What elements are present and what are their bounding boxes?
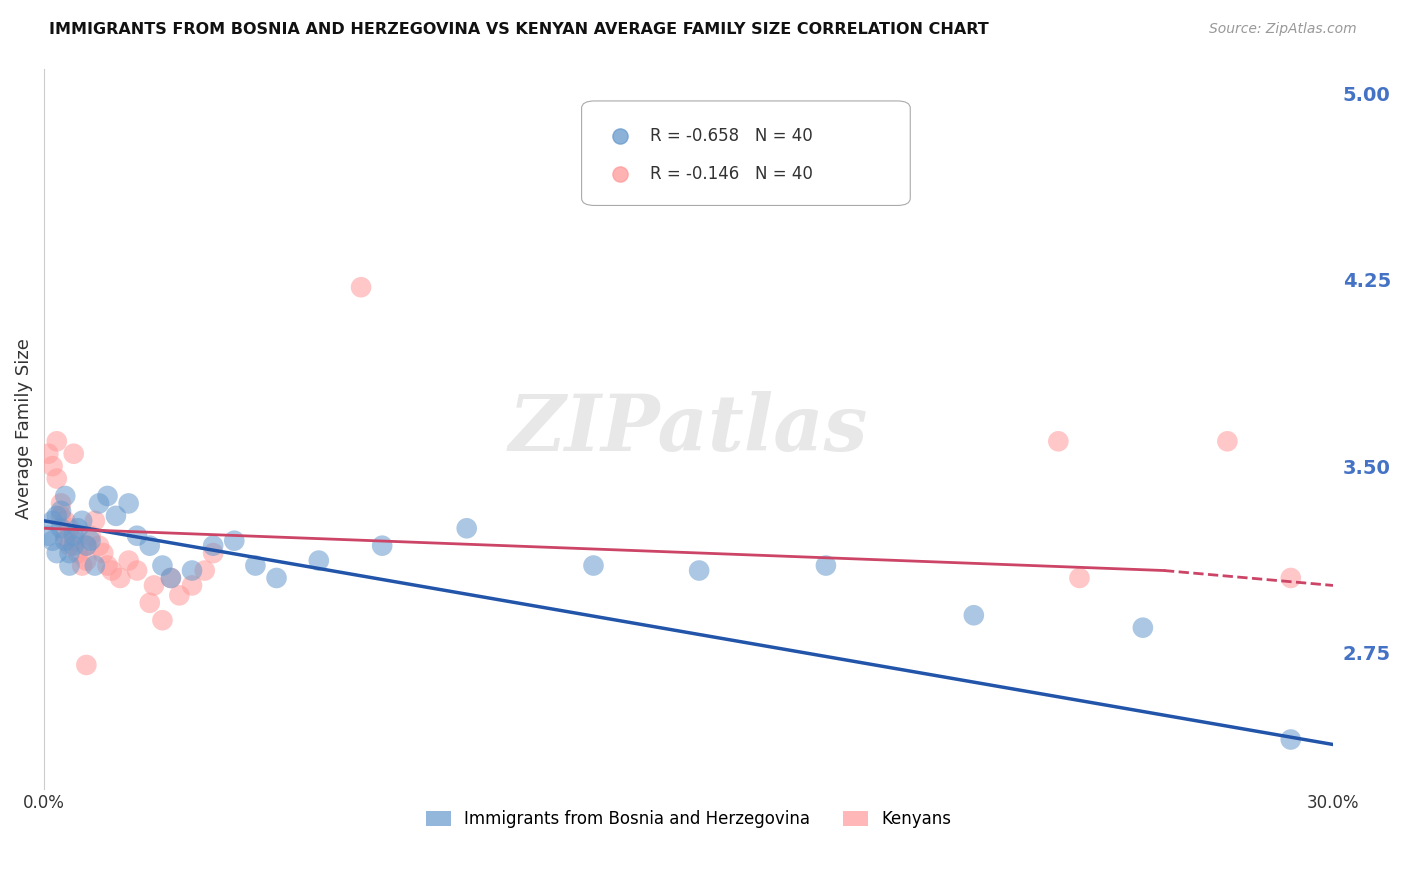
Point: [224, 533, 246, 548]
Point: [169, 588, 191, 602]
Point: [181, 564, 204, 578]
Point: [45, 546, 67, 560]
Point: [75, 657, 97, 672]
Point: [49, 521, 72, 535]
Point: [1132, 621, 1154, 635]
Point: [1216, 434, 1239, 449]
Point: [456, 521, 478, 535]
Point: [96, 558, 118, 573]
Text: ZIPatlas: ZIPatlas: [509, 391, 869, 467]
Text: IMMIGRANTS FROM BOSNIA AND HERZEGOVINA VS KENYAN AVERAGE FAMILY SIZE CORRELATION: IMMIGRANTS FROM BOSNIA AND HERZEGOVINA V…: [49, 22, 988, 37]
Text: R = -0.146   N = 40: R = -0.146 N = 40: [650, 165, 813, 184]
Point: [160, 571, 183, 585]
Point: [58, 558, 80, 573]
Point: [58, 521, 80, 535]
Point: [37, 529, 59, 543]
Point: [53, 514, 76, 528]
Point: [202, 539, 225, 553]
Point: [308, 553, 330, 567]
Point: [266, 571, 288, 585]
Point: [45, 508, 67, 523]
Point: [108, 571, 131, 585]
Point: [371, 539, 394, 553]
Point: [66, 546, 89, 560]
Point: [83, 514, 105, 528]
Y-axis label: Average Family Size: Average Family Size: [15, 338, 32, 519]
Point: [79, 533, 101, 548]
Point: [152, 558, 174, 573]
Point: [160, 571, 183, 585]
Point: [37, 447, 59, 461]
Point: [70, 558, 93, 573]
Point: [139, 596, 162, 610]
Point: [45, 472, 67, 486]
FancyBboxPatch shape: [582, 101, 910, 205]
Text: Source: ZipAtlas.com: Source: ZipAtlas.com: [1209, 22, 1357, 37]
Point: [41, 533, 63, 548]
Point: [66, 521, 89, 535]
Point: [1047, 434, 1070, 449]
Legend: Immigrants from Bosnia and Herzegovina, Kenyans: Immigrants from Bosnia and Herzegovina, …: [419, 804, 959, 835]
Point: [96, 489, 118, 503]
Point: [100, 564, 122, 578]
Point: [1069, 571, 1091, 585]
Point: [53, 489, 76, 503]
Point: [41, 514, 63, 528]
Point: [53, 533, 76, 548]
Point: [53, 529, 76, 543]
Point: [1279, 571, 1302, 585]
Point: [91, 546, 114, 560]
Text: R = -0.658   N = 40: R = -0.658 N = 40: [650, 127, 813, 145]
Point: [814, 558, 837, 573]
Point: [1301, 831, 1323, 846]
Point: [963, 608, 986, 623]
Point: [125, 564, 148, 578]
Point: [117, 496, 139, 510]
Point: [62, 533, 84, 548]
Point: [688, 564, 710, 578]
Point: [104, 508, 127, 523]
Point: [202, 546, 225, 560]
Point: [41, 459, 63, 474]
Point: [58, 539, 80, 553]
Point: [79, 529, 101, 543]
Point: [49, 508, 72, 523]
Point: [75, 539, 97, 553]
Point: [143, 578, 166, 592]
Point: [194, 564, 217, 578]
Point: [125, 529, 148, 543]
Point: [58, 546, 80, 560]
Point: [181, 578, 204, 592]
Point: [62, 447, 84, 461]
Point: [582, 558, 605, 573]
Point: [245, 558, 267, 573]
Point: [49, 496, 72, 510]
Point: [350, 280, 373, 294]
Point: [45, 434, 67, 449]
Point: [75, 539, 97, 553]
Point: [70, 514, 93, 528]
Point: [75, 553, 97, 567]
Point: [87, 539, 110, 553]
Point: [117, 553, 139, 567]
Point: [62, 539, 84, 553]
Point: [152, 613, 174, 627]
Point: [62, 529, 84, 543]
Point: [139, 539, 162, 553]
Point: [1279, 732, 1302, 747]
Point: [87, 496, 110, 510]
Point: [83, 558, 105, 573]
Point: [49, 504, 72, 518]
